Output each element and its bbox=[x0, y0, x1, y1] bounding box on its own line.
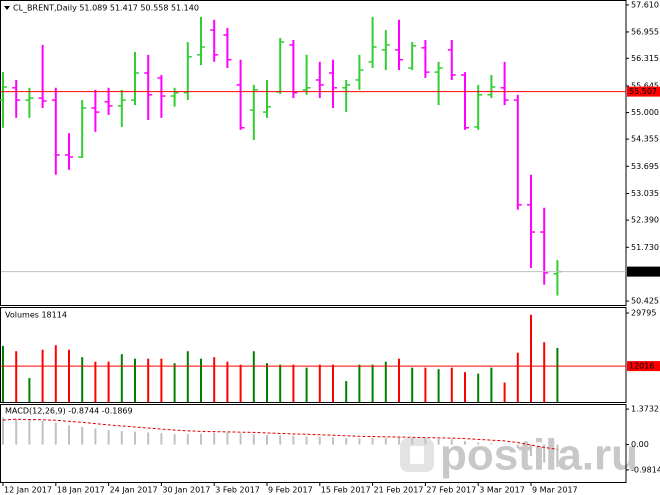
chart-title: CL_BRENT,Daily 51.089 51.417 50.558 51.1… bbox=[13, 4, 199, 13]
last-price-bg bbox=[627, 266, 660, 277]
x-tick-label: 9 Feb 2017 bbox=[268, 486, 313, 495]
y-tick-label: 53.035 bbox=[631, 189, 659, 198]
x-tick-label: 3 Feb 2017 bbox=[215, 486, 260, 495]
title-arrow bbox=[4, 6, 10, 10]
y-tick-label: 56.955 bbox=[631, 27, 659, 36]
x-tick-label: 15 Feb 2017 bbox=[321, 486, 371, 495]
y-tick-label: 0.00 bbox=[631, 440, 649, 449]
pane-frame bbox=[0, 0, 627, 306]
level-label: 55.507 bbox=[629, 87, 657, 96]
pane-frame bbox=[0, 307, 627, 403]
y-tick-label: 55.645 bbox=[631, 81, 659, 90]
level-label-bg bbox=[627, 361, 660, 372]
x-tick-label: 12 Jan 2017 bbox=[4, 486, 52, 495]
y-tick-label: 52.390 bbox=[631, 216, 659, 225]
watermark-icon bbox=[400, 438, 434, 472]
pane-title: Volumes 18114 bbox=[5, 311, 67, 320]
x-tick-label: 24 Jan 2017 bbox=[110, 486, 158, 495]
y-tick-label: 56.315 bbox=[631, 54, 659, 63]
y-tick-label: 57.610 bbox=[631, 0, 659, 9]
y-tick-label: 54.355 bbox=[631, 135, 659, 144]
pane-frame bbox=[0, 404, 627, 483]
y-tick-label: -0.9814 bbox=[631, 465, 660, 474]
y-tick-label: 55.000 bbox=[631, 108, 659, 117]
x-tick-label: 27 Feb 2017 bbox=[426, 486, 476, 495]
level-label: 12016 bbox=[629, 362, 654, 371]
signal-line bbox=[2, 418, 558, 450]
level-label-bg bbox=[627, 86, 660, 97]
y-tick-label: 50.425 bbox=[631, 297, 659, 306]
x-tick-label: 21 Feb 2017 bbox=[374, 486, 424, 495]
watermark: postila.ru bbox=[440, 431, 638, 480]
last-price-label: 51.140 bbox=[629, 267, 657, 276]
pane-title: MACD(12,26,9) -0.8744 -0.1869 bbox=[5, 407, 133, 416]
y-tick-label: 53.695 bbox=[631, 162, 659, 171]
x-tick-label: 9 Mar 2017 bbox=[532, 486, 578, 495]
y-tick-label: 1.3732 bbox=[631, 405, 659, 414]
y-tick-label: 51.730 bbox=[631, 243, 659, 252]
y-tick-label: 29795 bbox=[631, 308, 656, 317]
x-tick-label: 18 Jan 2017 bbox=[57, 486, 105, 495]
x-tick-label: 3 Mar 2017 bbox=[479, 486, 525, 495]
x-tick-label: 30 Jan 2017 bbox=[162, 486, 210, 495]
